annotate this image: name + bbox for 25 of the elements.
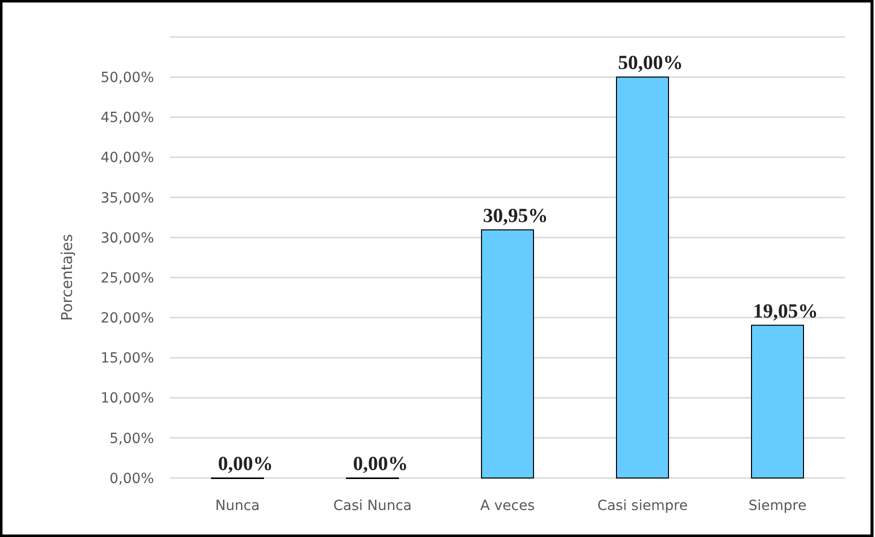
- y-tick-label: 25,00%: [100, 270, 154, 286]
- data-label: 19,05%: [753, 300, 818, 322]
- data-label: 0,00%: [353, 453, 408, 475]
- y-tick-label: 50,00%: [100, 70, 154, 86]
- x-tick-label: Siempre: [748, 498, 806, 514]
- y-tick-label: 0,00%: [110, 470, 154, 487]
- y-tick-label: 15,00%: [100, 350, 154, 367]
- bar: [751, 324, 804, 478]
- y-tick-label: 45,00%: [100, 110, 154, 126]
- data-label: 30,95%: [483, 204, 548, 227]
- y-tick-label: 30,00%: [100, 230, 154, 246]
- x-tick-label: Casi siempre: [597, 498, 688, 514]
- data-label: 0,00%: [218, 453, 273, 475]
- y-tick-label: 35,00%: [100, 190, 154, 206]
- bar: [481, 229, 534, 478]
- x-tick-label: Casi Nunca: [333, 498, 412, 514]
- x-tick-label: A veces: [480, 498, 535, 514]
- y-tick-label: 20,00%: [100, 310, 154, 327]
- y-tick-label: 10,00%: [100, 390, 154, 407]
- data-label: 50,00%: [618, 52, 683, 74]
- y-tick-label: 40,00%: [100, 150, 154, 166]
- y-tick-label: 5,00%: [110, 430, 154, 447]
- y-axis-title: Porcentajes: [58, 234, 76, 321]
- x-tick-label: Nunca: [215, 498, 260, 514]
- bar: [616, 76, 669, 478]
